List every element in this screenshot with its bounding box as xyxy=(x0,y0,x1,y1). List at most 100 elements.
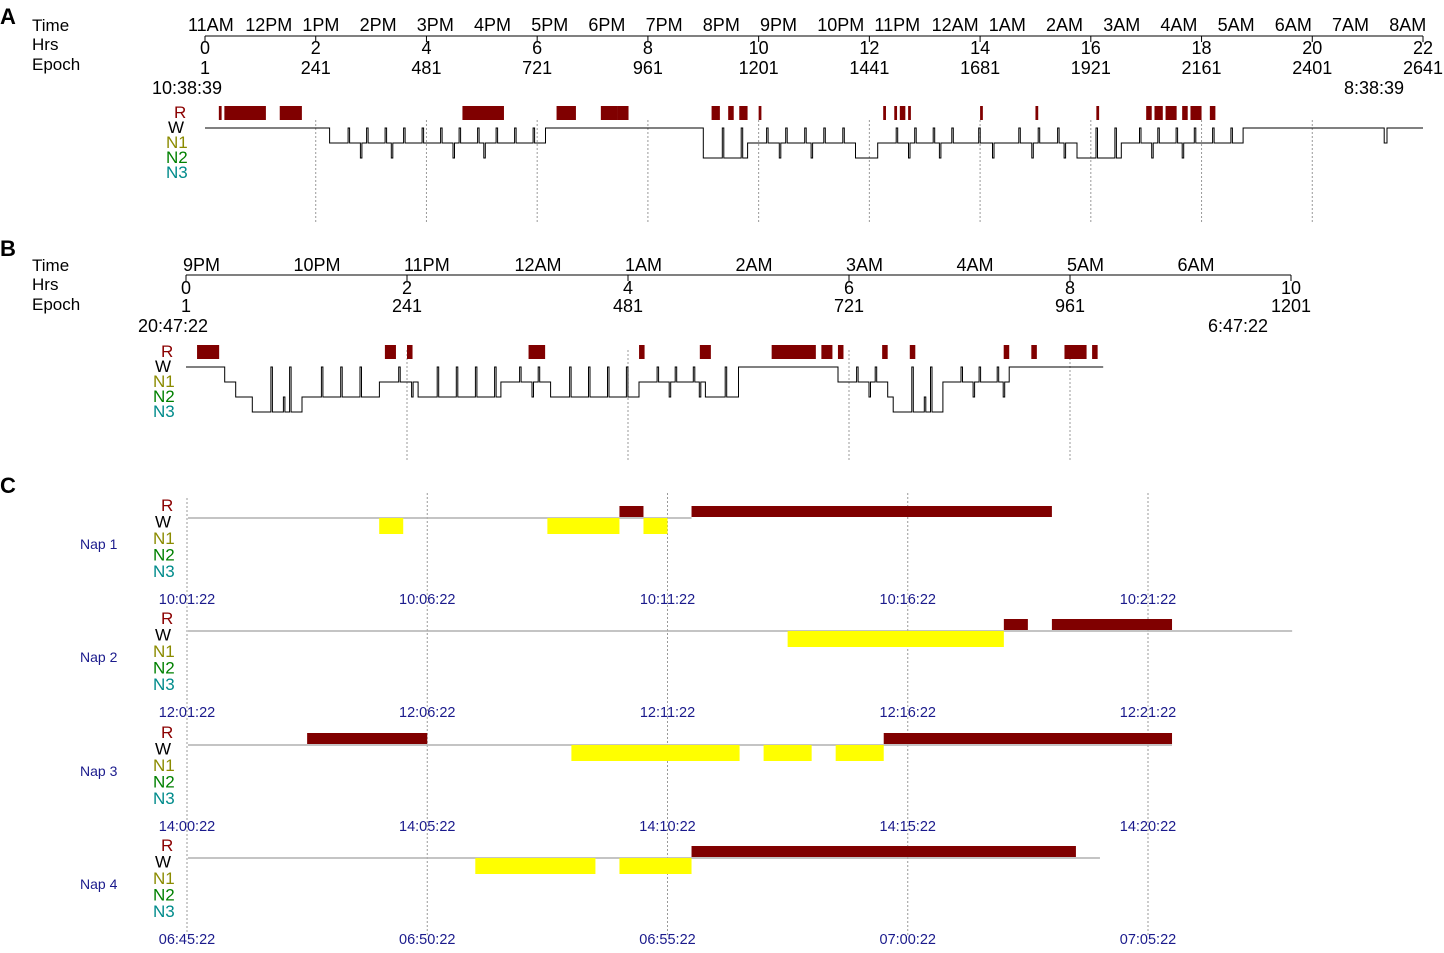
panel-b-rem-bar-11 xyxy=(1003,345,1010,359)
panel-a-time-tick-16: 3AM xyxy=(1103,15,1140,35)
panel-b-time-tick-6: 3AM xyxy=(846,255,883,275)
panel-b-hrs-tick-4: 8 xyxy=(1065,278,1075,298)
panel-a-rem-bar-22 xyxy=(1190,106,1202,120)
panel-a-hrs-tick-10: 20 xyxy=(1302,38,1322,58)
panel-b-time-tick-9: 6AM xyxy=(1178,255,1215,275)
panel-c-nap3-rem-bar-0 xyxy=(307,733,428,744)
panel-a-rem-bar-9 xyxy=(739,106,748,120)
panel-a-hrs-tick-4: 8 xyxy=(643,38,653,58)
panel-b-rem-bar-10 xyxy=(909,345,916,359)
panel-c-nap4-stage-label-r: R xyxy=(161,836,173,855)
panel-c-nap1-label: Nap 1 xyxy=(80,536,118,552)
panel-b-time-tick-5: 2AM xyxy=(736,255,773,275)
panel-b-rem-bar-14 xyxy=(1092,345,1098,359)
panel-a-rem-bar-14 xyxy=(908,106,911,120)
panel-c-nap2-time-tick-2: 12:11:22 xyxy=(640,705,695,721)
panel-b-letter: B xyxy=(0,236,16,261)
panel-c-nap2-time-tick-0: 12:01:22 xyxy=(159,705,215,721)
panel-b-epoch-tick-5: 1201 xyxy=(1271,296,1311,316)
panel-c-nap4-label: Nap 4 xyxy=(80,876,118,892)
panel-a-rem-bar-23 xyxy=(1209,106,1216,120)
panel-a-rem-bar-20 xyxy=(1165,106,1177,120)
panel-a-rem-bar-13 xyxy=(899,106,906,120)
panel-c-nap4-rem-bar-0 xyxy=(691,846,1076,857)
panel-a-epoch-label: Epoch xyxy=(32,55,80,74)
panel-c-nap3-label: Nap 3 xyxy=(80,763,118,779)
panel-b-hrs-tick-2: 4 xyxy=(623,278,633,298)
panel-b-hypnogram-line xyxy=(186,366,1104,413)
panel-c-nap3-stage-label-r: R xyxy=(161,723,173,742)
panel-a-rem-bar-6 xyxy=(617,106,629,120)
panel-b-time-tick-8: 5AM xyxy=(1067,255,1104,275)
panel-a-epoch-tick-7: 1681 xyxy=(960,58,1000,78)
panel-a-epoch-tick-10: 2401 xyxy=(1292,58,1332,78)
panel-b-end-time: 6:47:22 xyxy=(1208,316,1268,336)
panel-b-rem-bar-9 xyxy=(882,345,888,359)
panel-b-epoch-tick-0: 1 xyxy=(181,296,191,316)
panel-b-time-tick-2: 11PM xyxy=(404,255,450,275)
panel-a-epoch-tick-0: 1 xyxy=(200,58,210,78)
panel-a-rem-bar-19 xyxy=(1154,106,1163,120)
panel-c-nap1-stage-label-w: W xyxy=(155,513,171,532)
panel-c-nap3-time-tick-2: 14:10:22 xyxy=(639,819,695,835)
panel-a-rem-bar-0 xyxy=(218,106,222,120)
panel-b-rem-bar-13 xyxy=(1064,345,1087,359)
panel-c-nap2-n1-bar-0 xyxy=(787,631,1004,647)
panel-a-hrs-tick-0: 0 xyxy=(200,38,210,58)
panel-b-epoch-tick-4: 961 xyxy=(1055,296,1085,316)
panel-c-nap1-stage-label-n1: N1 xyxy=(153,529,175,548)
panel-a-time-tick-2: 1PM xyxy=(302,15,339,35)
panel-c-nap3-stage-label-n1: N1 xyxy=(153,756,175,775)
panel-b-stage-label-w: W xyxy=(155,357,171,376)
panel-a-rem-bar-15 xyxy=(980,106,983,120)
panel-a-epoch-tick-9: 2161 xyxy=(1182,58,1222,78)
panel-a-letter: A xyxy=(0,4,16,29)
panel-c-nap2-stage-label-n1: N1 xyxy=(153,642,175,661)
panel-c-nap4-stage-label-n2: N2 xyxy=(153,886,175,905)
panel-a-rem-bar-18 xyxy=(1146,106,1152,120)
panel-c-nap3-stage-label-n3: N3 xyxy=(153,789,175,808)
panel-b-rem-bar-1 xyxy=(384,345,396,359)
panel-a-epoch-tick-5: 1201 xyxy=(739,58,779,78)
panel-c-nap1-time-tick-0: 10:01:22 xyxy=(159,592,215,608)
panel-a-rem-bar-1 xyxy=(224,106,266,120)
panel-c-nap3-n1-bar-2 xyxy=(835,745,884,761)
panel-a-hrs-tick-8: 16 xyxy=(1081,38,1101,58)
panel-b-start-time: 20:47:22 xyxy=(138,316,208,336)
panel-a-rem-bar-11 xyxy=(883,106,886,120)
panel-a-stage-label-n1: N1 xyxy=(166,133,188,152)
panel-c-nap2-rem-bar-0 xyxy=(1003,619,1028,630)
panel-a-epoch-tick-11: 2641 xyxy=(1403,58,1443,78)
panel-c-nap4-n1-bar-0 xyxy=(475,858,596,874)
panel-a-time-tick-14: 1AM xyxy=(989,15,1026,35)
panel-a-rem-bar-7 xyxy=(711,106,720,120)
panel-a-start-time: 10:38:39 xyxy=(152,78,222,98)
panel-b-hrs-tick-1: 2 xyxy=(402,278,412,298)
panel-a-rem-bar-17 xyxy=(1096,106,1100,120)
panel-c-nap1-stage-label-n2: N2 xyxy=(153,546,175,565)
panel-b-time-tick-7: 4AM xyxy=(957,255,994,275)
panel-a-hrs-tick-3: 6 xyxy=(532,38,542,58)
panel-b-time-tick-1: 10PM xyxy=(294,255,341,275)
panel-c-nap2-stage-label-n3: N3 xyxy=(153,675,175,694)
panel-c-nap3-n1-bar-1 xyxy=(763,745,812,761)
panel-a-time-tick-7: 6PM xyxy=(588,15,625,35)
panel-a-time-tick-17: 4AM xyxy=(1160,15,1197,35)
panel-c-nap4-stage-label-w: W xyxy=(155,853,171,872)
panel-a-rem-bar-2 xyxy=(279,106,302,120)
panel-c-nap4-time-tick-4: 07:05:22 xyxy=(1120,932,1176,948)
panel-a-stage-label-n2: N2 xyxy=(166,148,188,167)
panel-a-time-tick-4: 3PM xyxy=(417,15,454,35)
panel-a-rem-bar-3 xyxy=(462,106,504,120)
panel-c-nap1-n1-bar-0 xyxy=(379,518,404,534)
panel-a-time-label: Time xyxy=(32,16,69,35)
panel-a-time-tick-15: 2AM xyxy=(1046,15,1083,35)
panel-c-nap4-time-tick-1: 06:50:22 xyxy=(399,932,455,948)
panel-c-nap3-time-tick-0: 14:00:22 xyxy=(159,819,215,835)
panel-b-epoch-tick-1: 241 xyxy=(392,296,422,316)
panel-c-nap2-time-tick-4: 12:21:22 xyxy=(1120,705,1176,721)
panel-a-stage-label-r: R xyxy=(174,103,186,122)
panel-a-time-tick-13: 12AM xyxy=(932,15,979,35)
panel-c-nap4-n1-bar-1 xyxy=(619,858,692,874)
panel-b-rem-bar-7 xyxy=(821,345,833,359)
